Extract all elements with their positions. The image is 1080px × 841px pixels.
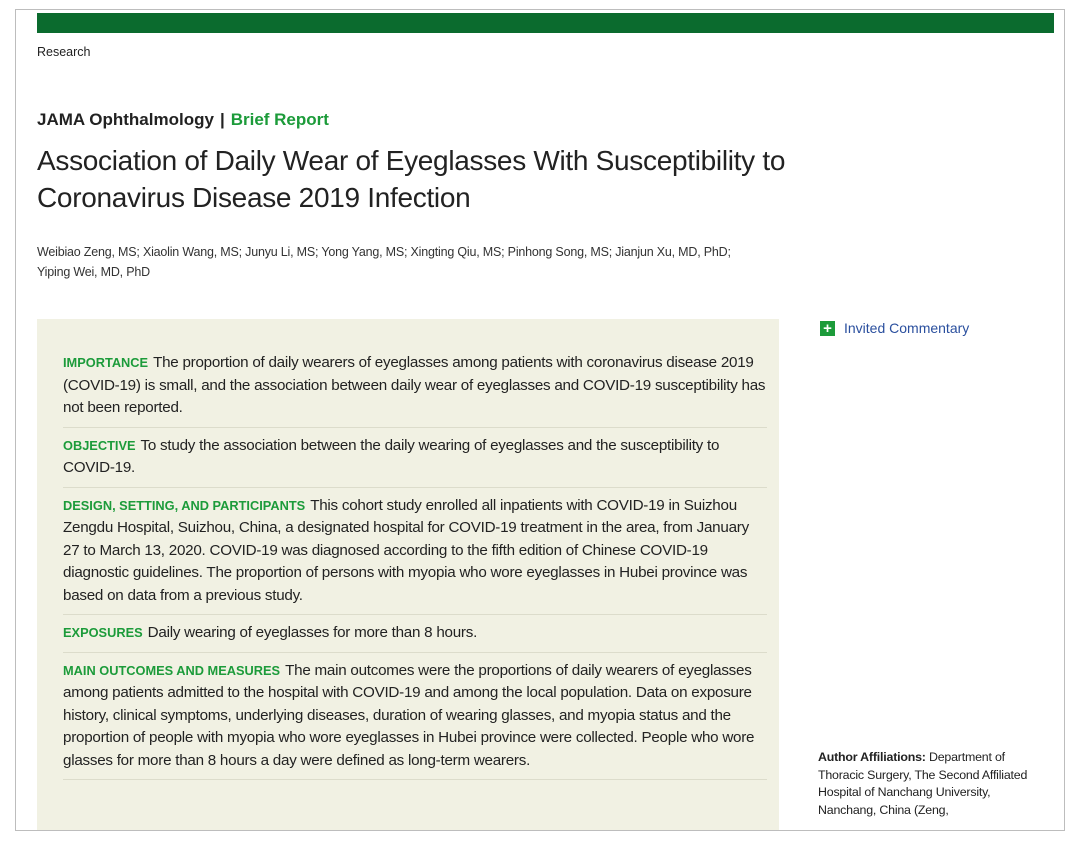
abstract-section: EXPOSURES Daily wearing of eyeglasses for… <box>63 615 767 653</box>
abstract-section: IMPORTANCE The proportion of daily wearer… <box>63 345 767 428</box>
abstract-section: DESIGN, SETTING, AND PARTICIPANTS This co… <box>63 488 767 615</box>
section-text: Daily wearing of eyeglasses for more tha… <box>147 624 478 641</box>
section-text: This cohort study enrolled all inpatient… <box>63 496 749 604</box>
abstract: IMPORTANCE The proportion of daily wearer… <box>37 319 779 830</box>
section-text: The main outcomes were the proportions o… <box>63 661 755 769</box>
affiliations: Author Affiliations: Department of Thora… <box>818 749 1048 819</box>
plus-icon: + <box>820 320 835 336</box>
journal-bar <box>37 13 1054 33</box>
section-heading: MAIN OUTCOMES AND MEASURES <box>63 662 281 678</box>
commentary-label[interactable]: Invited Commentary <box>844 320 970 336</box>
abstract-section: MAIN OUTCOMES AND MEASURES The main outco… <box>63 653 767 780</box>
article-type: Brief Report <box>230 110 329 129</box>
section-heading: EXPOSURES <box>63 625 143 640</box>
affiliations-text: Department of Thoracic Surgery, The Seco… <box>818 750 1028 817</box>
abstract-section: OBJECTIVE To study the association betwee… <box>63 428 767 488</box>
page-frame: Research JAMA Ophthalmology | Brief Report… <box>15 9 1065 831</box>
journal-name: JAMA Ophthalmology <box>37 110 214 129</box>
section-heading: OBJECTIVE <box>63 437 136 453</box>
affiliations-label: Author Affiliations: <box>818 750 926 764</box>
separator: | <box>219 110 225 129</box>
section-heading: IMPORTANCE <box>63 355 149 370</box>
section-text: To study the association between the dai… <box>63 436 720 477</box>
journal-line: JAMA Ophthalmology | Brief Report <box>37 110 329 130</box>
article-title: Association of Daily Wear of Eyeglasses … <box>37 145 786 213</box>
section-label: Research <box>37 45 91 59</box>
authors[interactable]: Weibiao Zeng, MS; Xiaolin Wang, MS; Juny… <box>37 245 731 279</box>
section-text: The proportion of daily wearers of eyegl… <box>63 354 766 416</box>
invited-commentary-link[interactable]: + Invited Commentary <box>820 320 969 336</box>
section-heading: DESIGN, SETTING, AND PARTICIPANTS <box>63 497 306 513</box>
